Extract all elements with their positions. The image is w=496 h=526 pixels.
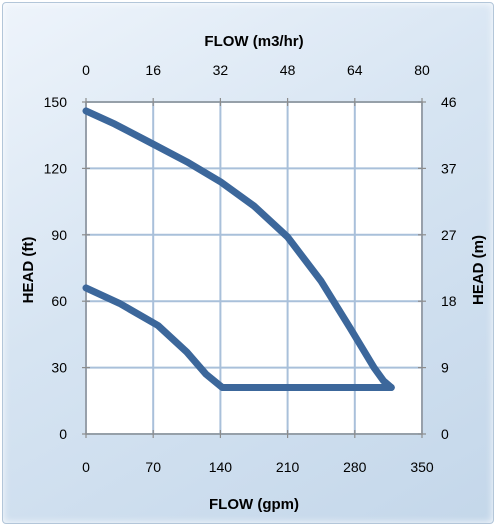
x-tick-label-top: 0 <box>82 62 90 78</box>
y-tick-label-left: 0 <box>59 426 67 442</box>
x-tick-label-bottom: 280 <box>343 459 367 475</box>
y-tick-label-right: 27 <box>441 227 457 243</box>
y-tick-label-right: 0 <box>441 426 449 442</box>
x-tick-label-top: 32 <box>213 62 229 78</box>
y-tick-label-left: 150 <box>44 94 68 110</box>
y-axis-title-right: HEAD (m) <box>470 235 487 305</box>
x-tick-label-top: 48 <box>280 62 296 78</box>
y-tick-label-left: 90 <box>51 227 67 243</box>
y-tick-label-right: 37 <box>441 160 457 176</box>
x-tick-label-top: 80 <box>414 62 430 78</box>
series-line-2 <box>82 284 395 391</box>
x-tick-label-bottom: 210 <box>276 459 300 475</box>
x-tick-label-top: 64 <box>347 62 363 78</box>
y-tick-label-right: 9 <box>441 360 449 376</box>
x-tick-label-bottom: 350 <box>410 459 434 475</box>
y-axis-title-left: HEAD (ft) <box>20 237 37 304</box>
series-lines <box>82 107 395 391</box>
y-tick-label-right: 46 <box>441 94 457 110</box>
series-line-1 <box>82 107 395 391</box>
y-tick-label-left: 120 <box>44 160 68 176</box>
x-axis-title-top: FLOW (m3/hr) <box>204 33 303 50</box>
y-tick-label-left: 30 <box>51 360 67 376</box>
y-tick-label-left: 60 <box>51 293 67 309</box>
tick-labels: 0 70 140 210 280 350 0 16 32 48 64 80 0 30 60 90 120 150 0… <box>44 62 457 475</box>
x-tick-label-bottom: 70 <box>145 459 161 475</box>
x-tick-label-top: 16 <box>145 62 161 78</box>
y-tick-label-right: 18 <box>441 293 457 309</box>
plot-background <box>86 102 422 434</box>
x-axis-title-bottom: FLOW (gpm) <box>209 496 299 513</box>
x-tick-label-bottom: 140 <box>209 459 233 475</box>
plot-area <box>86 102 422 434</box>
axes <box>82 98 426 438</box>
x-tick-label-bottom: 0 <box>82 459 90 475</box>
